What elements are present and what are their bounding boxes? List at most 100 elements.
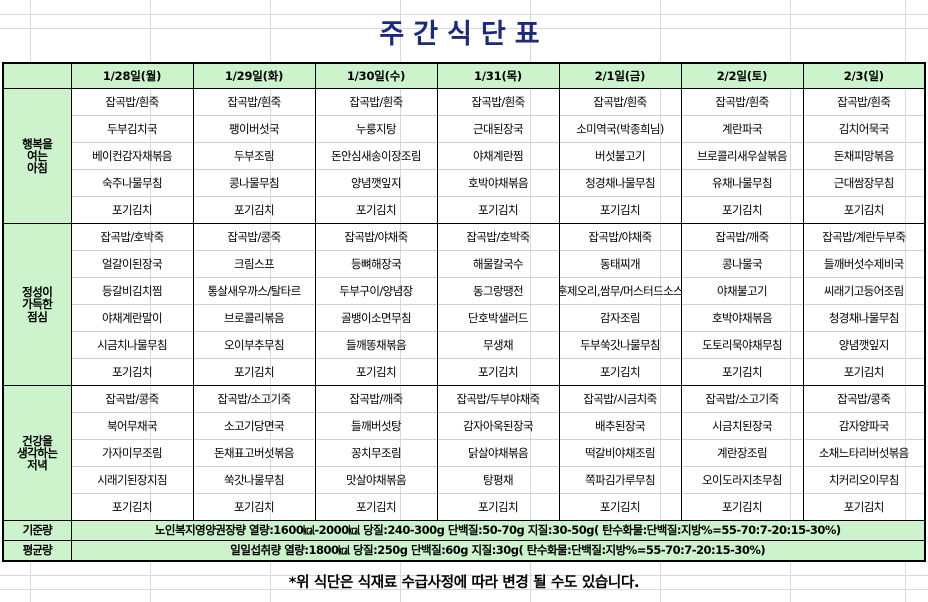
meal-label-line: 아침 (27, 161, 48, 176)
dish-item: 야채불고기 (681, 278, 803, 305)
menu-cell-lunch-day3: 잡곡밥/호박죽 해물칼국수 동그랑땡전 단호박샐러드 무생채 포기김치 (436, 223, 560, 386)
dish-item: 포기김치 (843, 499, 885, 514)
dish-list: 잡곡밥/호박죽 해물칼국수 동그랑땡전 단호박샐러드 무생채 포기김치 (437, 224, 559, 385)
dish-item: 오이도라지초무침 (681, 467, 803, 494)
day-header-label: 1/28일(월) (102, 68, 162, 83)
title-bar: 주간식단표 (0, 0, 928, 62)
dish-item: 근대쌈장무침 (803, 170, 924, 197)
dish-item: 잡곡밥/콩죽 (193, 224, 315, 251)
meal-label-line: 저녁 (27, 458, 48, 473)
meal-label-lunch: 정성이 가득한 점심 (2, 223, 72, 386)
nutrition-value-0: 노인복지영양권장량 열량:1600㎉-2000㎉ 당질:240-300g 단백질… (70, 520, 926, 541)
dish-item: 포기김치 (356, 499, 397, 514)
dish-item: 김치어묵국 (803, 116, 924, 143)
dish-item: 누룽지탕 (315, 116, 437, 143)
meal-label-dinner: 건강을 생각하는 저녁 (2, 385, 72, 521)
dish-list: 잡곡밥/시금치죽 배추된장국 떡갈비야채조림 쪽파김가루무침 포기김치 (559, 386, 681, 520)
dish-item: 가자미무조림 (71, 440, 193, 467)
dish-list: 잡곡밥/야채죽 동태찌개 훈제오리,쌈무/머스터드소스 감자조림 두부쑥갓나물무침 포기김… (559, 224, 681, 385)
dish-item: 포기김치 (722, 499, 763, 514)
meal-row-dinner: 건강을 생각하는 저녁 잡곡밥/콩죽 북어무채국 가자미무조림 시래기된장지짐 포기김치 잡곡밥… (2, 385, 926, 521)
day-header-label: 2/1일(금) (594, 68, 646, 83)
page-title: 주간식단표 (379, 18, 549, 50)
dish-item: 들깨똥채볶음 (315, 332, 437, 359)
dish-list: 잡곡밥/흰죽 소미역국(박종희님) 버섯불고기 청경채나물무침 포기김치 (559, 89, 681, 223)
dish-item: 잡곡밥/흰죽 (193, 89, 315, 116)
nutrition-label-1: 평균량 (2, 540, 72, 562)
dish-list: 잡곡밥/흰죽 누룽지탕 돈안심새송이장조림 양념깻잎지 포기김치 (315, 89, 437, 223)
dish-item: 포기김치 (112, 202, 153, 217)
dish-item: 크림스프 (193, 251, 315, 278)
menu-cell-lunch-day2: 잡곡밥/야채죽 등뼈해장국 두부구이/양념장 골뱅이소면무침 들깨똥채볶음 포기김치 (314, 223, 438, 386)
dish-item: 돈안심새송이장조림 (315, 143, 437, 170)
dish-item: 두부구이/양념장 (315, 278, 437, 305)
dish-list: 잡곡밥/흰죽 계란파국 브로콜리새우살볶음 유채나물무침 포기김치 (681, 89, 803, 223)
dish-item: 잡곡밥/호박죽 (437, 224, 559, 251)
dish-item: 포기김치 (112, 364, 153, 379)
meal-label-line: 건강을 (22, 433, 53, 448)
dish-item: 돈채피망볶음 (803, 143, 924, 170)
menu-cell-breakfast-day3: 잡곡밥/흰죽 근대된장국 야채계란찜 호박야채볶음 포기김치 (436, 88, 560, 224)
nutrition-value-1: 일일섭취량 열량:1800㎉ 당질:250g 단백질:60g 지질:30g( 탄… (70, 540, 926, 562)
dish-item: 감자아욱된장국 (437, 413, 559, 440)
dish-item: 돈채표고버섯볶음 (193, 440, 315, 467)
dish-item: 동그랑땡전 (437, 278, 559, 305)
meal-label-line: 행복을 (22, 136, 53, 151)
dish-item: 잡곡밥/흰죽 (681, 89, 803, 116)
dish-item: 두부조림 (193, 143, 315, 170)
dish-list: 잡곡밥/콩죽 감자양파국 소채느타리버섯볶음 치커리오이무침 포기김치 (803, 386, 924, 520)
dish-item: 잡곡밥/야채죽 (559, 224, 681, 251)
dish-list: 잡곡밥/소고기죽 시금치된장국 계란장조림 오이도라지초무침 포기김치 (681, 386, 803, 520)
dish-item: 쑥갓나물무침 (193, 467, 315, 494)
meal-row-breakfast: 행복을 여는 아침 잡곡밥/흰죽 두부김치국 베이컨감자채볶음 숙주나물무침 포기김치 잡곡밥/… (2, 88, 926, 224)
meal-row-lunch: 정성이 가득한 점심 잡곡밥/호박죽 얼갈이된장국 등갈비김치찜 야채계란말이 시금치나물무침… (2, 223, 926, 386)
menu-cell-dinner-day5: 잡곡밥/소고기죽 시금치된장국 계란장조림 오이도라지초무침 포기김치 (680, 385, 804, 521)
footer-note: *위 식단은 식재료 수급사정에 따라 변경 될 수도 있습니다. (288, 575, 640, 591)
dish-item: 청경채나물무침 (559, 170, 681, 197)
dish-item: 탕평채 (437, 467, 559, 494)
dish-item: 맛살야채볶음 (315, 467, 437, 494)
dish-item: 두부쑥갓나물무침 (559, 332, 681, 359)
dish-item: 포기김치 (234, 364, 275, 379)
dish-item: 잡곡밥/두부야채죽 (437, 386, 559, 413)
dish-item: 근대된장국 (437, 116, 559, 143)
day-header-1: 1/29일(화) (192, 62, 316, 89)
dish-item: 오이부추무침 (193, 332, 315, 359)
dish-item: 훈제오리,쌈무/머스터드소스 (559, 278, 681, 305)
day-header-label: 2/3(일) (843, 68, 884, 83)
dish-item: 등뼈해장국 (315, 251, 437, 278)
dish-item: 호박야채볶음 (437, 170, 559, 197)
dish-item: 잡곡밥/콩죽 (71, 386, 193, 413)
dish-item: 잡곡밥/소고기죽 (681, 386, 803, 413)
dish-item: 잡곡밥/계란두부죽 (803, 224, 924, 251)
dish-item: 꽁치무조림 (315, 440, 437, 467)
dish-item: 포기김치 (722, 364, 763, 379)
dish-item: 얼갈이된장국 (71, 251, 193, 278)
day-header-label: 2/2일(토) (716, 68, 768, 83)
dish-item: 감자양파국 (803, 413, 924, 440)
meal-label-line: 정성이 (22, 285, 53, 300)
nutrition-label-0: 기준량 (2, 520, 72, 541)
dish-item: 무생채 (437, 332, 559, 359)
day-header-0: 1/28일(월) (70, 62, 194, 89)
dish-item: 잡곡밥/깨죽 (681, 224, 803, 251)
dish-list: 잡곡밥/흰죽 팽이버섯국 두부조림 콩나물무침 포기김치 (193, 89, 315, 223)
dish-item: 계란파국 (681, 116, 803, 143)
menu-cell-lunch-day4: 잡곡밥/야채죽 동태찌개 훈제오리,쌈무/머스터드소스 감자조림 두부쑥갓나물무침 포기김… (558, 223, 682, 386)
dish-list: 잡곡밥/소고기죽 소고기당면국 돈채표고버섯볶음 쑥갓나물무침 포기김치 (193, 386, 315, 520)
menu-cell-lunch-day6: 잡곡밥/계란두부죽 들깨버섯수제비국 씨래기고등어조림 청경채나물무침 양념깻잎지 포기김… (802, 223, 926, 386)
dish-list: 잡곡밥/흰죽 근대된장국 야채계란찜 호박야채볶음 포기김치 (437, 89, 559, 223)
dish-item: 팽이버섯국 (193, 116, 315, 143)
dish-item: 소고기당면국 (193, 413, 315, 440)
dish-item: 잡곡밥/호박죽 (71, 224, 193, 251)
dish-item: 감자조림 (559, 305, 681, 332)
dish-item: 잡곡밥/소고기죽 (193, 386, 315, 413)
menu-cell-breakfast-day5: 잡곡밥/흰죽 계란파국 브로콜리새우살볶음 유채나물무침 포기김치 (680, 88, 804, 224)
dish-item: 씨래기고등어조림 (803, 278, 924, 305)
menu-cell-breakfast-day6: 잡곡밥/흰죽 김치어묵국 돈채피망볶음 근대쌈장무침 포기김치 (802, 88, 926, 224)
day-header-label: 1/30일(수) (346, 68, 406, 83)
dish-item: 포기김치 (600, 364, 641, 379)
menu-cell-breakfast-day4: 잡곡밥/흰죽 소미역국(박종희님) 버섯불고기 청경채나물무침 포기김치 (558, 88, 682, 224)
dish-list: 잡곡밥/흰죽 김치어묵국 돈채피망볶음 근대쌈장무침 포기김치 (803, 89, 924, 223)
table-header-row: 1/28일(월) 1/29일(화) 1/30일(수) 1/31(목) 2/1일(금) 2/… (2, 62, 926, 89)
